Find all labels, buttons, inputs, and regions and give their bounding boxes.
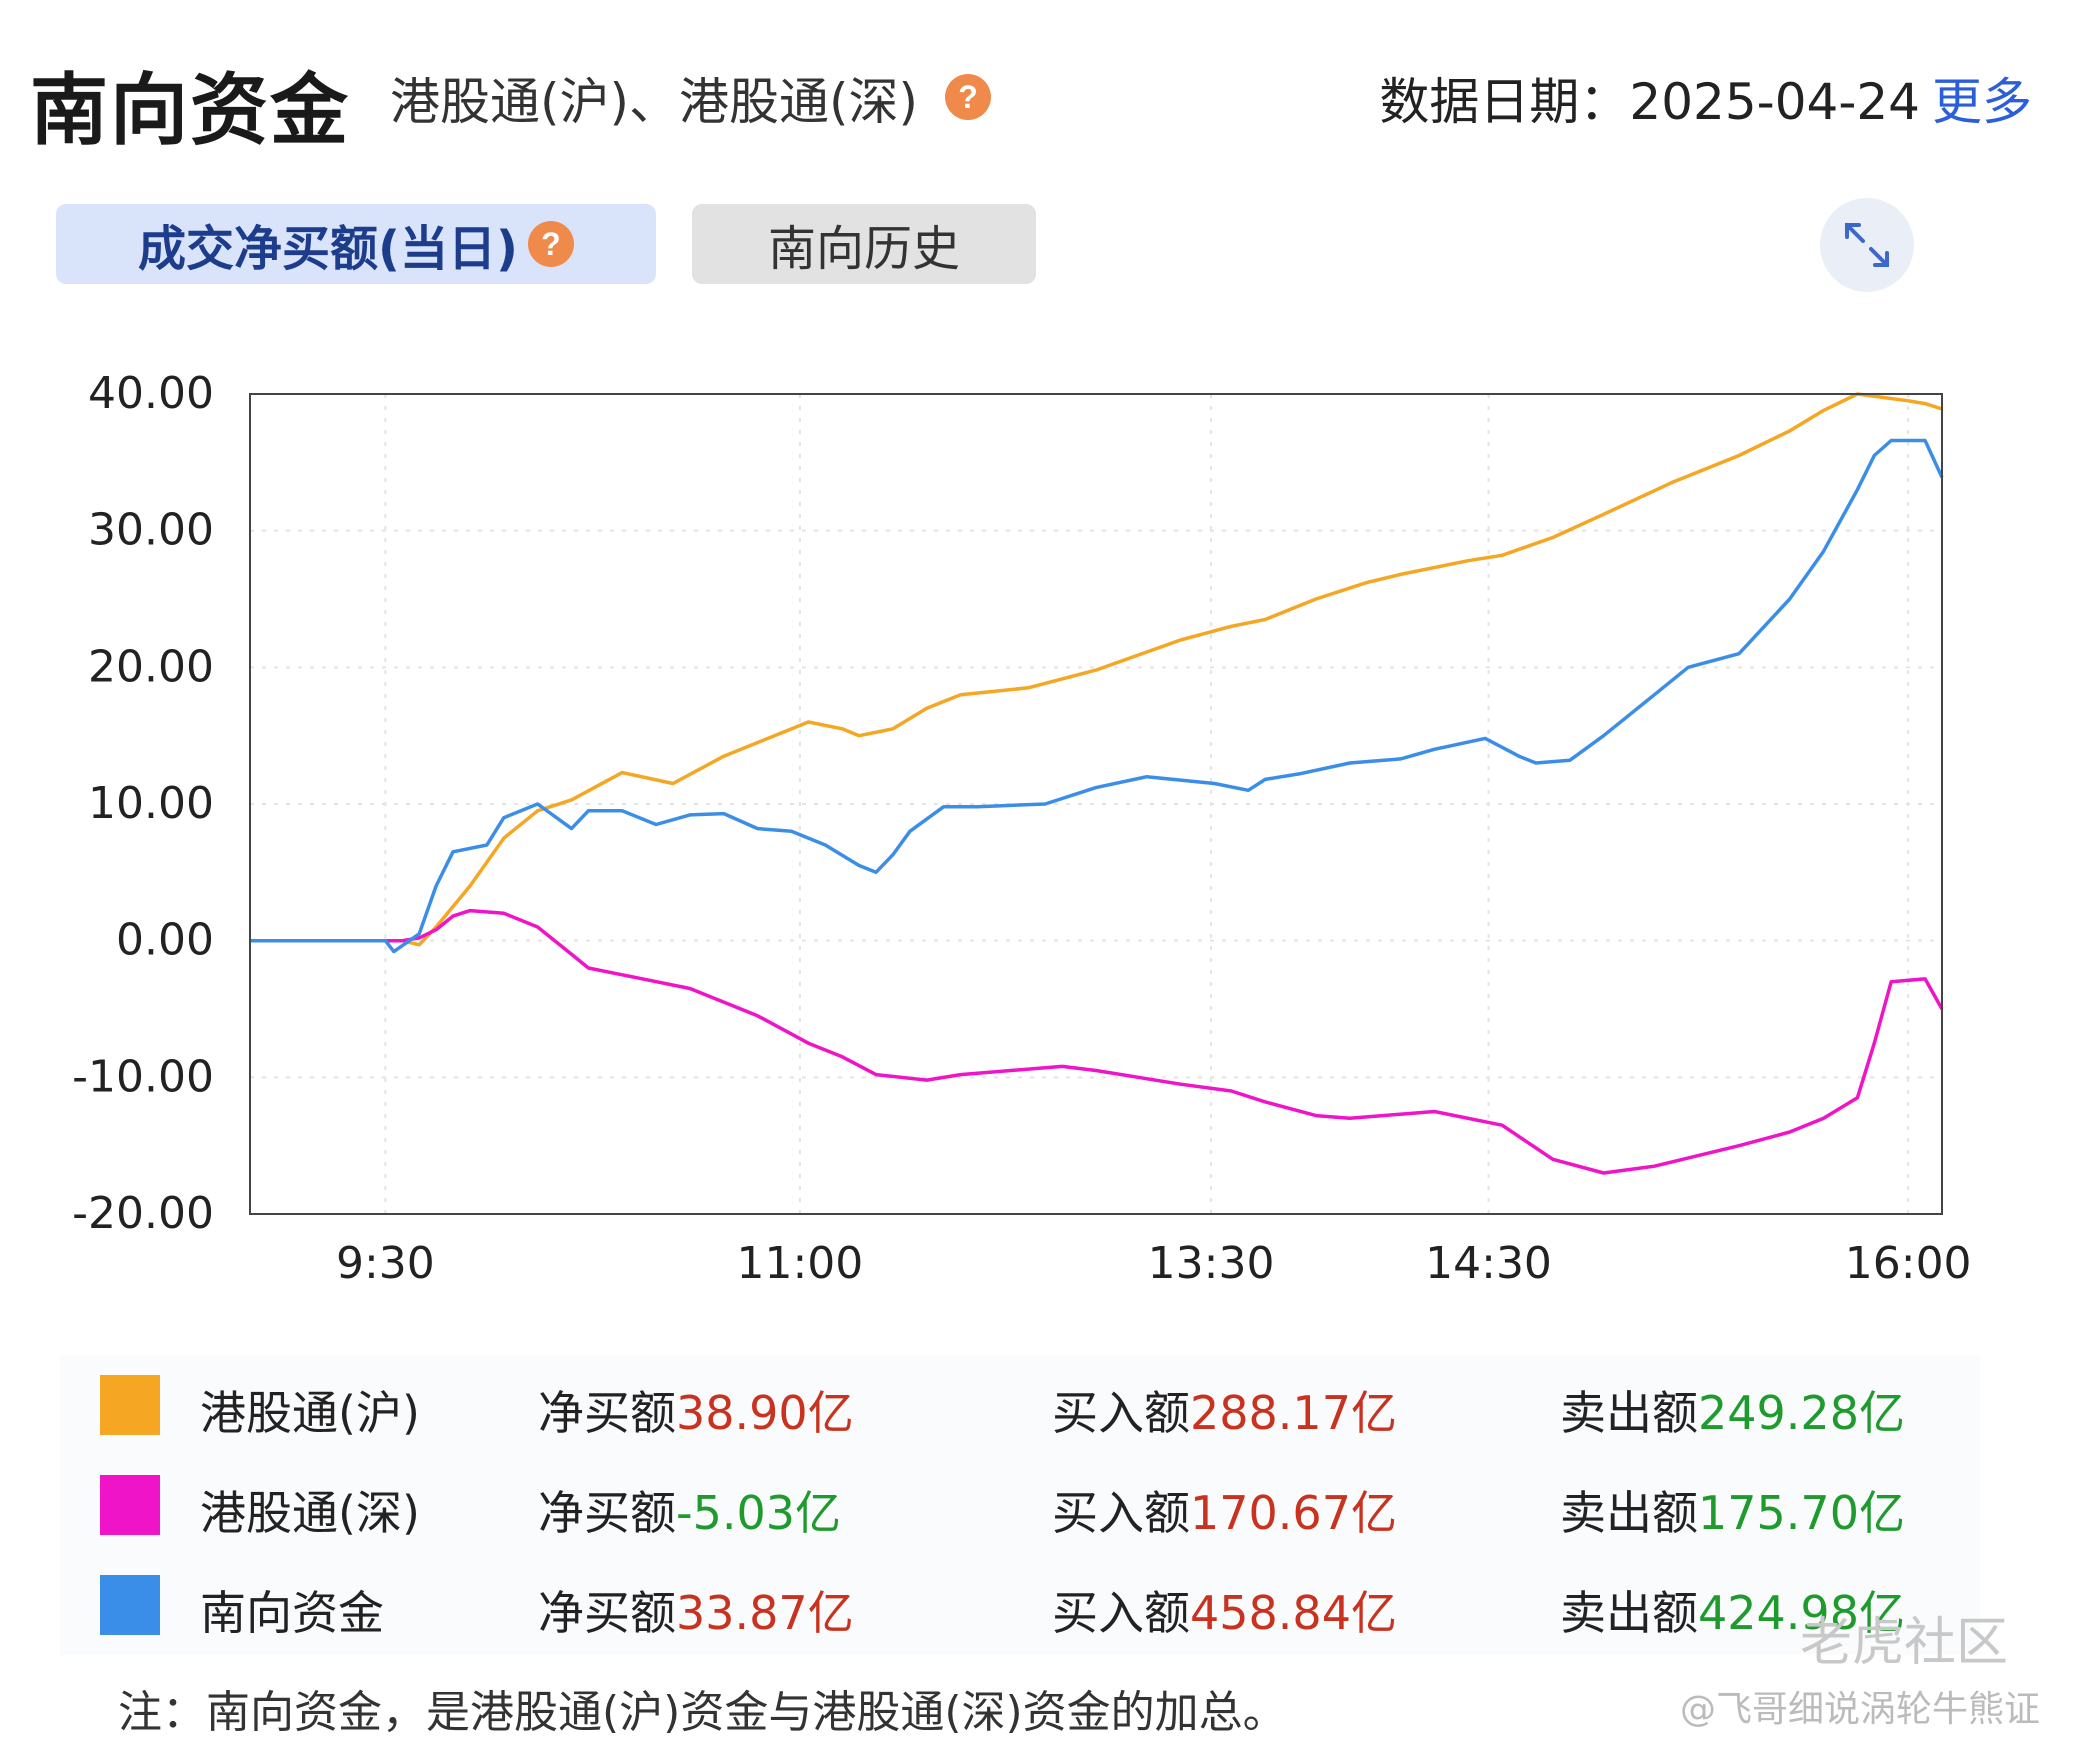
tab-net-buy-label: 成交净买额(当日) — [138, 221, 518, 277]
legend-swatch — [100, 1475, 160, 1535]
y-tick-label: 20.00 — [88, 641, 214, 692]
legend-row: 南向资金 净买额33.87亿 买入额458.84亿 卖出额424.98亿 — [60, 1555, 1980, 1655]
date-label: 数据日期： — [1379, 73, 1630, 131]
help-icon[interactable]: ? — [945, 74, 991, 120]
y-tick-label: 30.00 — [88, 505, 214, 556]
y-tick-label: 40.00 — [88, 368, 214, 419]
net-buy-label: 净买额 — [538, 1386, 676, 1440]
sell-value: 175.70亿 — [1698, 1486, 1905, 1540]
line-chart: 40.00 30.00 20.00 10.00 0.00 -10.00 -20.00 9:3… — [72, 368, 1972, 1289]
legend-row: 港股通(沪) 净买额38.90亿 买入额288.17亿 卖出额249.28亿 — [60, 1355, 1980, 1455]
legend-buy: 买入额170.67亿 — [1052, 1477, 1397, 1543]
x-tick-label: 14:30 — [1425, 1238, 1552, 1289]
watermark-logo: 老虎社区 — [1800, 1613, 2009, 1673]
tab-history-label: 南向历史 — [767, 221, 960, 277]
y-tick-label: -10.00 — [72, 1051, 214, 1102]
legend-series-name: 港股通(深) — [200, 1486, 420, 1540]
buy-label: 买入额 — [1052, 1386, 1190, 1440]
legend-series-name: 港股通(沪) — [200, 1386, 420, 1440]
plot-frame — [249, 393, 1943, 1215]
legend-series-name: 南向资金 — [200, 1586, 384, 1640]
net-buy-label: 净买额 — [538, 1586, 676, 1640]
buy-value: 170.67亿 — [1190, 1486, 1397, 1540]
x-tick-label: 16:00 — [1845, 1238, 1972, 1289]
x-tick-label: 9:30 — [336, 1238, 435, 1289]
buy-value: 458.84亿 — [1190, 1586, 1397, 1640]
series-line-2 — [250, 908, 1944, 1175]
legend-buy: 买入额288.17亿 — [1052, 1377, 1397, 1443]
date-value: 2025-04-24 — [1629, 73, 1920, 131]
legend-net-buy: 净买额-5.03亿 — [538, 1477, 841, 1543]
legend-sell: 卖出额249.28亿 — [1560, 1377, 1905, 1443]
tab-net-buy[interactable]: 成交净买额(当日) ? — [56, 204, 656, 284]
tab-southbound-history[interactable]: 南向历史 — [692, 204, 1036, 284]
sell-label: 卖出额 — [1560, 1586, 1698, 1640]
more-link[interactable]: 更多 — [1932, 73, 2032, 131]
legend-buy: 买入额458.84亿 — [1052, 1577, 1397, 1643]
legend-swatch — [100, 1375, 160, 1435]
footnote: 注：南向资金，是港股通(沪)资金与港股通(深)资金的加总。 — [118, 1687, 1287, 1738]
expand-icon — [1845, 223, 1889, 267]
legend-sell: 卖出额424.98亿 — [1560, 1577, 1905, 1643]
net-buy-value: 33.87亿 — [676, 1586, 854, 1640]
page-subtitle: 港股通(沪)、港股通(深) — [390, 73, 919, 131]
x-tick-label: 13:30 — [1148, 1238, 1275, 1289]
y-tick-label: -20.00 — [72, 1188, 214, 1239]
y-tick-label: 0.00 — [116, 915, 214, 966]
net-buy-value: 38.90亿 — [676, 1386, 854, 1440]
expand-button[interactable] — [1820, 198, 1914, 292]
sell-value: 249.28亿 — [1698, 1386, 1905, 1440]
buy-label: 买入额 — [1052, 1486, 1190, 1540]
legend-row: 港股通(深) 净买额-5.03亿 买入额170.67亿 卖出额175.70亿 — [60, 1455, 1980, 1555]
x-tick-label: 11:00 — [736, 1238, 863, 1289]
net-buy-value: -5.03亿 — [676, 1486, 842, 1540]
sell-value: 424.98亿 — [1698, 1586, 1905, 1640]
legend-net-buy: 净买额33.87亿 — [538, 1577, 854, 1643]
buy-value: 288.17亿 — [1190, 1386, 1397, 1440]
legend-net-buy: 净买额38.90亿 — [538, 1377, 854, 1443]
series-line-3 — [250, 438, 1944, 954]
help-icon[interactable]: ? — [527, 221, 574, 267]
watermark-handle: @飞哥细说涡轮牛熊证 — [1680, 1689, 2041, 1730]
series-line-1 — [250, 392, 1943, 947]
sell-label: 卖出额 — [1560, 1386, 1698, 1440]
data-date: 数据日期：2025-04-24 更多 — [1379, 62, 2032, 134]
buy-label: 买入额 — [1052, 1586, 1190, 1640]
page-title: 南向资金 — [30, 66, 351, 156]
legend-swatch — [100, 1575, 160, 1635]
legend-sell: 卖出额175.70亿 — [1560, 1477, 1905, 1543]
legend-table: 港股通(沪) 净买额38.90亿 买入额288.17亿 卖出额249.28亿 港… — [60, 1355, 1980, 1655]
net-buy-label: 净买额 — [538, 1486, 676, 1540]
y-tick-label: 10.00 — [88, 778, 214, 829]
sell-label: 卖出额 — [1560, 1486, 1698, 1540]
